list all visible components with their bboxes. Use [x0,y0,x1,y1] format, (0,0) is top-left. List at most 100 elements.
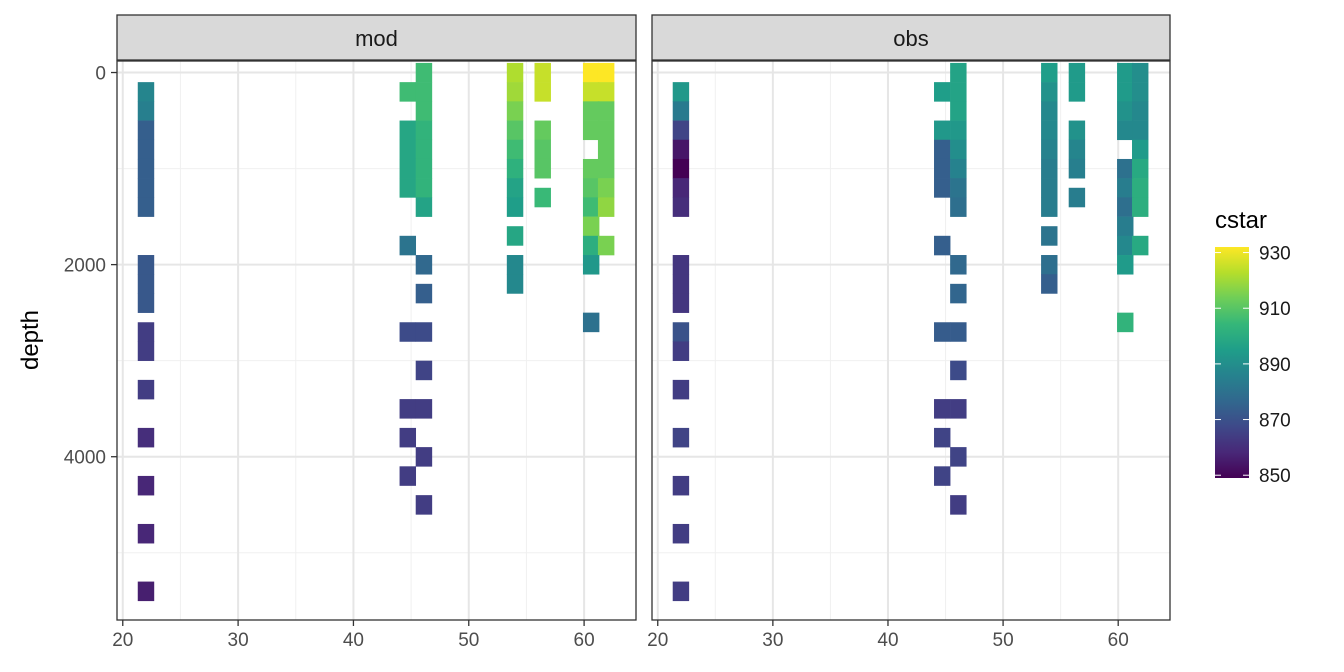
heat-tile [672,120,690,141]
colorbar-tick-label: 930 [1259,244,1291,265]
heat-tile [1117,312,1134,333]
x-tick-label: 50 [993,630,1014,651]
heat-tile [950,360,967,381]
heat-tile [597,235,615,256]
colorbar-legend: cstar 850 870 890 910 930 [1215,207,1291,487]
heat-tile [534,120,551,141]
heat-tile [672,139,690,160]
heat-tile [415,82,433,102]
heat-tile [137,427,155,448]
heat-tile [534,62,551,83]
heat-tile [415,399,433,419]
heat-tile [415,255,433,275]
heat-tile [415,283,433,304]
heat-tile [415,197,433,217]
heat-tile [582,235,600,256]
heat-tile [672,322,690,342]
heat-tile [672,427,690,448]
heat-tile [506,178,524,198]
heat-tile [1132,139,1149,160]
heat-tile [1132,158,1149,179]
heat-tile [506,139,524,160]
heat-tile [950,101,967,121]
heat-tile [1132,82,1149,102]
heat-tile [415,360,433,381]
heat-tile [415,322,433,342]
heat-tile [1132,197,1149,217]
heat-tile [582,101,600,121]
heat-tile [137,255,155,275]
heat-tile [672,197,690,217]
heat-tile [950,255,967,275]
heat-tile [1041,197,1058,217]
heat-tile [1041,82,1058,102]
heat-tile [1041,255,1058,275]
heat-tile [534,139,551,160]
heat-tile [137,379,155,400]
heat-tile [597,101,615,121]
heat-tile [582,178,600,198]
heat-tile [950,178,967,198]
heat-tile [934,427,951,448]
heat-tile [1041,178,1058,198]
heat-tile [672,82,690,102]
heat-tile [950,82,967,102]
y-tick-label: 0 [95,64,106,85]
heat-tile [1117,62,1134,83]
heat-tile [1068,139,1086,160]
x-tick-label: 30 [762,630,783,651]
heat-tile [137,322,155,342]
heat-tile [672,293,690,313]
facet-strip [116,14,637,61]
y-tick-label: 2000 [64,256,106,277]
heat-tile [672,274,690,294]
panel-background [117,61,636,620]
heat-tile [415,139,433,160]
heat-tile [399,322,417,342]
heat-tile [950,197,967,217]
heat-tile [137,139,155,160]
heat-tile [1068,120,1086,141]
heat-tile [506,82,524,102]
y-tick-label: 4000 [64,448,106,469]
colorbar-tick-label: 910 [1259,299,1291,320]
heat-tile [506,158,524,179]
heat-tile [950,283,967,304]
heat-tile [597,120,615,141]
heat-tile [137,197,155,217]
heat-tile [506,101,524,121]
heat-tile [399,139,417,160]
heat-tile [1117,235,1134,256]
heat-tile [1132,178,1149,198]
heat-tile [950,120,967,141]
heat-tile [672,158,690,179]
heat-tile [1068,187,1086,208]
heat-tile [399,120,417,141]
heat-tile [582,120,600,141]
heat-tile [934,158,951,179]
facet-panel-mod: mod 20 30 40 50 60 0 2000 4000 [64,14,637,651]
heat-tile [597,82,615,102]
heat-tile [950,322,967,342]
heat-tile [672,523,690,544]
heat-tile [934,178,951,198]
heat-tile [399,466,417,486]
heat-tile [137,475,155,496]
colorbar-tick-label: 890 [1259,355,1291,376]
heat-tile [1117,82,1134,102]
heat-tile [137,581,155,602]
heat-tile [1132,62,1149,83]
y-axis-title: depth [17,310,44,370]
heat-tile [534,158,551,179]
colorbar-tick-label: 850 [1259,466,1291,487]
heat-tile [1132,235,1149,256]
heat-tile [934,322,951,342]
heat-tile [950,139,967,160]
facet-panel-obs: obs 20 30 40 50 60 [647,14,1171,651]
heat-tile [582,216,600,237]
heat-tile [1132,120,1149,141]
heat-tile [1041,101,1058,121]
heat-tile [582,62,600,83]
heat-tile [1117,158,1134,179]
panel-background [652,61,1170,620]
